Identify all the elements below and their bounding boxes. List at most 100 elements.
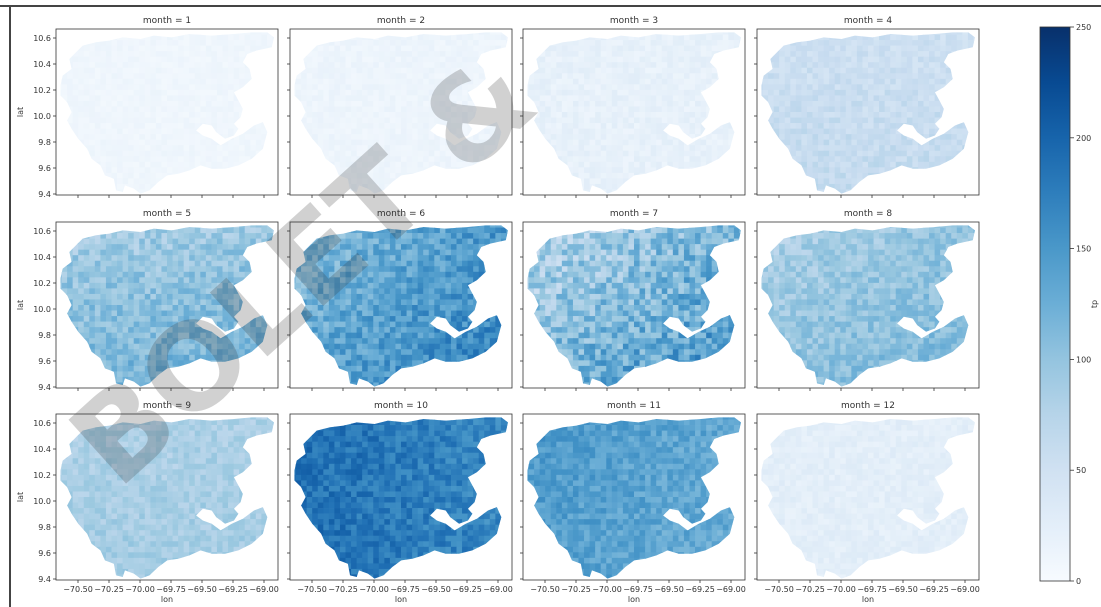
- heatmap-cell: [105, 106, 112, 113]
- heatmap-cell: [606, 62, 613, 69]
- heatmap-cell: [462, 117, 469, 124]
- heatmap-cell: [934, 100, 941, 107]
- heatmap-cell: [929, 95, 936, 102]
- heatmap-cell: [334, 145, 341, 152]
- heatmap-cell: [172, 145, 179, 152]
- heatmap-cell: [806, 134, 813, 140]
- heatmap-cell: [228, 51, 235, 57]
- heatmap-cell: [133, 51, 140, 57]
- heatmap-cell: [328, 156, 335, 163]
- heatmap-cell: [695, 56, 702, 63]
- heatmap-cell: [711, 139, 718, 146]
- heatmap-cell: [923, 106, 930, 113]
- heatmap-cell: [362, 62, 369, 69]
- heatmap-cell: [951, 34, 958, 41]
- heatmap-cell: [412, 62, 419, 69]
- heatmap-cell: [650, 100, 657, 107]
- heatmap-cell: [295, 95, 302, 102]
- heatmap-cell: [650, 34, 657, 41]
- heatmap-cell: [606, 134, 613, 140]
- heatmap-cell: [840, 45, 847, 52]
- heatmap-cell: [211, 233, 218, 239]
- heatmap-cell: [561, 40, 568, 46]
- heatmap-cell: [423, 95, 430, 102]
- heatmap-cell: [550, 100, 557, 107]
- heatmap-cell: [823, 40, 830, 46]
- heatmap-cell: [78, 73, 85, 80]
- heatmap-cell: [389, 128, 396, 135]
- heatmap-cell: [489, 134, 496, 140]
- heatmap-cell: [478, 78, 485, 85]
- heatmap-cell: [155, 112, 162, 118]
- heatmap-cell: [672, 117, 679, 124]
- heatmap-cell: [650, 95, 657, 102]
- heatmap-cell: [567, 62, 574, 69]
- heatmap-cell: [500, 40, 507, 46]
- heatmap-cell: [133, 84, 140, 91]
- heatmap-cell: [845, 73, 852, 80]
- heatmap-cell: [906, 156, 913, 163]
- heatmap-cell: [912, 73, 919, 80]
- heatmap-cell: [155, 128, 162, 135]
- heatmap-cell: [672, 45, 679, 52]
- heatmap-cell: [261, 134, 268, 140]
- heatmap-cell: [622, 100, 629, 107]
- heatmap-cell: [312, 67, 319, 74]
- heatmap-cell: [105, 233, 112, 239]
- heatmap-cell: [412, 139, 419, 146]
- heatmap-cell: [445, 95, 452, 102]
- heatmap-cell: [167, 156, 173, 163]
- heatmap-cell: [829, 78, 836, 85]
- heatmap-cell: [467, 67, 474, 74]
- heatmap-cell: [450, 34, 457, 41]
- heatmap-cell: [178, 167, 185, 174]
- heatmap-cell: [122, 51, 129, 57]
- heatmap-cell: [801, 95, 808, 102]
- heatmap-cell: [917, 51, 924, 57]
- heatmap-cell: [83, 51, 90, 57]
- heatmap-cell: [72, 123, 79, 129]
- heatmap-cell: [768, 123, 775, 129]
- heatmap-cell: [818, 67, 825, 74]
- heatmap-cell: [656, 112, 663, 118]
- heatmap-cell: [561, 134, 568, 140]
- heatmap-cell: [406, 128, 413, 135]
- heatmap-cell: [295, 78, 302, 85]
- heatmap-cell: [439, 156, 446, 163]
- heatmap-cell: [406, 78, 413, 85]
- heatmap-cell: [912, 123, 919, 129]
- heatmap-cell: [450, 150, 457, 157]
- heatmap-cell: [211, 67, 218, 74]
- heatmap-cell: [301, 56, 308, 63]
- heatmap-cell: [584, 100, 591, 107]
- heatmap-cell: [595, 134, 602, 140]
- heatmap-cell: [384, 67, 391, 74]
- heatmap-cell: [856, 67, 863, 74]
- heatmap-cell: [862, 84, 869, 91]
- heatmap-cell: [139, 62, 146, 69]
- heatmap-cell: [295, 89, 302, 96]
- heatmap-cell: [689, 150, 696, 157]
- heatmap-cell: [489, 123, 496, 129]
- heatmap-cell: [689, 73, 696, 80]
- heatmap-cell: [406, 139, 413, 146]
- heatmap-cell: [373, 150, 380, 157]
- heatmap-cell: [645, 45, 652, 52]
- heatmap-cell: [100, 100, 107, 107]
- heatmap-cell: [266, 227, 273, 234]
- heatmap-cell: [801, 161, 808, 168]
- heatmap-cell: [167, 106, 173, 113]
- heatmap-cell: [578, 67, 585, 74]
- heatmap-cell: [650, 150, 657, 157]
- heatmap-cell: [706, 78, 713, 85]
- heatmap-cell: [567, 139, 574, 146]
- heatmap-cell: [868, 150, 874, 157]
- heatmap-cell: [373, 117, 380, 124]
- heatmap-cell: [183, 62, 190, 69]
- heatmap-cell: [706, 32, 713, 35]
- heatmap-cell: [534, 95, 541, 102]
- heatmap-cell: [445, 84, 452, 91]
- heatmap-cell: [534, 67, 541, 74]
- heatmap-cell: [317, 89, 324, 96]
- heatmap-cell: [133, 145, 140, 152]
